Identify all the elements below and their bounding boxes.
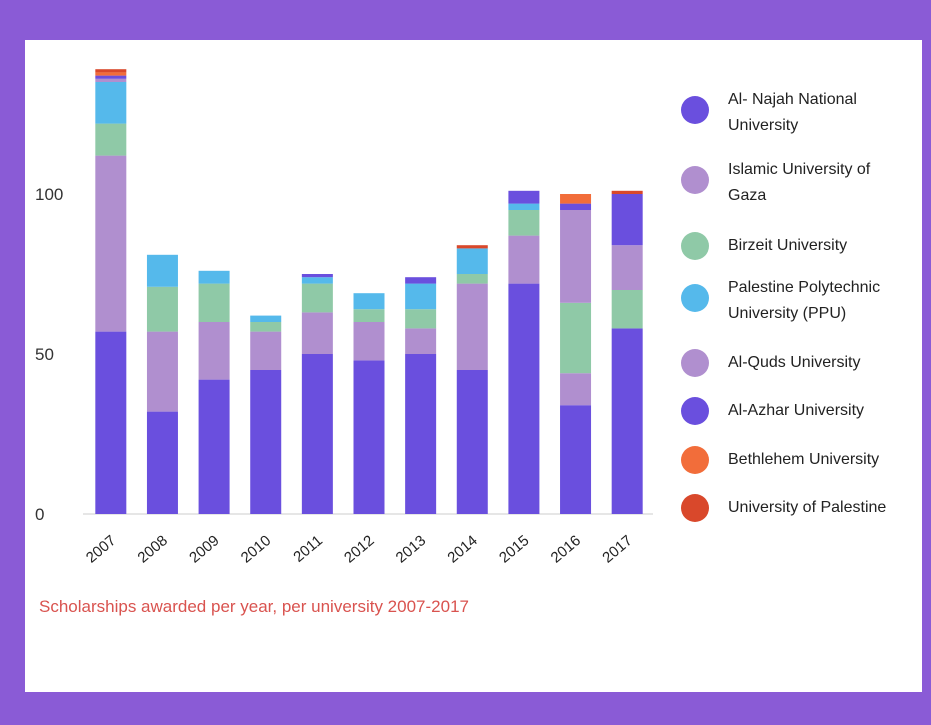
bar-segment — [560, 210, 592, 303]
bar-segment — [456, 370, 488, 514]
legend-swatch — [681, 284, 709, 312]
bar-segment — [611, 190, 643, 194]
legend-swatch — [681, 166, 709, 194]
bar-segment — [353, 293, 385, 310]
x-tick-label: 2013 — [393, 532, 429, 566]
y-tick-label: 100 — [35, 185, 63, 204]
bar-segment — [95, 331, 127, 514]
bar-segment — [560, 302, 592, 374]
bar-segment — [508, 203, 540, 210]
bar-segment — [250, 315, 282, 322]
bar-segment — [560, 194, 592, 204]
bar-segment — [301, 277, 333, 284]
x-tick-label: 2012 — [341, 532, 377, 566]
bar-segment — [198, 379, 230, 514]
x-tick-label: 2011 — [290, 532, 326, 566]
bar-segment — [508, 210, 540, 236]
x-tick-label: 2014 — [444, 532, 480, 566]
legend-label: Birzeit University — [728, 237, 847, 254]
bar-segment — [611, 245, 643, 290]
bar-segment — [250, 331, 282, 370]
legend-label: Al- Najah National — [728, 91, 857, 108]
bar-segment — [560, 373, 592, 406]
stacked-bar-chart: 0 50 100 2007 2008 2009 2010 2011 2012 2013 2014 20… — [35, 69, 886, 616]
legend-swatch — [681, 349, 709, 377]
bar-segment — [560, 405, 592, 514]
bar-segment — [611, 290, 643, 329]
bar-segment — [456, 274, 488, 284]
bar-segment — [611, 194, 643, 246]
bar-segment — [95, 72, 127, 76]
bar-segment — [301, 274, 333, 278]
x-tick-label: 2016 — [548, 532, 584, 566]
legend-label: University of Palestine — [728, 499, 886, 516]
legend-swatch — [681, 446, 709, 474]
legend-label-line2: University — [728, 117, 798, 134]
bar-segment — [146, 254, 178, 287]
bar-segment — [508, 235, 540, 284]
bar-segment — [95, 82, 127, 124]
bar-segment — [95, 123, 127, 156]
bar-segment — [611, 328, 643, 514]
bar-segment — [456, 248, 488, 274]
bar-segment — [353, 309, 385, 322]
legend-label: Bethlehem University — [728, 451, 879, 468]
bar-segment — [301, 354, 333, 514]
bar-segment — [301, 283, 333, 313]
bar-segment — [95, 78, 127, 82]
x-tick-label: 2008 — [135, 532, 171, 566]
chart-panel: 0 50 100 2007 2008 2009 2010 2011 2012 2013 2014 20… — [25, 40, 922, 692]
bar-segment — [250, 370, 282, 514]
bar-segment — [405, 354, 437, 514]
legend-label: Al-Quds University — [728, 354, 860, 371]
bar-segment — [508, 283, 540, 514]
legend-label-line2: Gaza — [728, 187, 766, 204]
bar-segment — [456, 245, 488, 249]
bar-segment — [250, 322, 282, 332]
bar-segment — [405, 309, 437, 329]
x-tick-label: 2017 — [599, 532, 635, 566]
bar-segment — [405, 277, 437, 284]
x-tick-label: 2015 — [496, 532, 532, 566]
bar-segment — [456, 283, 488, 370]
y-tick-label: 0 — [35, 505, 44, 524]
legend-swatch — [681, 494, 709, 522]
bar-segment — [146, 411, 178, 514]
x-tick-label: 2010 — [238, 532, 274, 566]
bar-segment — [198, 283, 230, 322]
x-tick-label: 2007 — [83, 532, 119, 566]
bar-segment — [353, 360, 385, 514]
legend-swatch — [681, 232, 709, 260]
x-tick-label: 2009 — [186, 532, 222, 566]
legend-label: Palestine Polytechnic — [728, 279, 880, 296]
legend-label-line2: University (PPU) — [728, 305, 846, 322]
bar-segment — [198, 322, 230, 380]
bar-segment — [560, 203, 592, 210]
legend-label: Al-Azhar University — [728, 402, 864, 419]
bar-segment — [146, 286, 178, 332]
y-tick-label: 50 — [35, 345, 54, 364]
legend-swatch — [681, 397, 709, 425]
chart-caption: Scholarships awarded per year, per unive… — [39, 597, 469, 616]
legend-swatch — [681, 96, 709, 124]
bar-segment — [405, 328, 437, 354]
bar-segment — [353, 322, 385, 361]
bar-segment — [301, 312, 333, 354]
bar-segment — [198, 270, 230, 284]
bar-segment — [508, 190, 540, 204]
bar-segment — [95, 155, 127, 332]
legend-label: Islamic University of — [728, 161, 871, 178]
bar-segment — [146, 331, 178, 412]
bar-segment — [95, 75, 127, 79]
bar-segment — [95, 69, 127, 73]
bar-segment — [405, 283, 437, 310]
